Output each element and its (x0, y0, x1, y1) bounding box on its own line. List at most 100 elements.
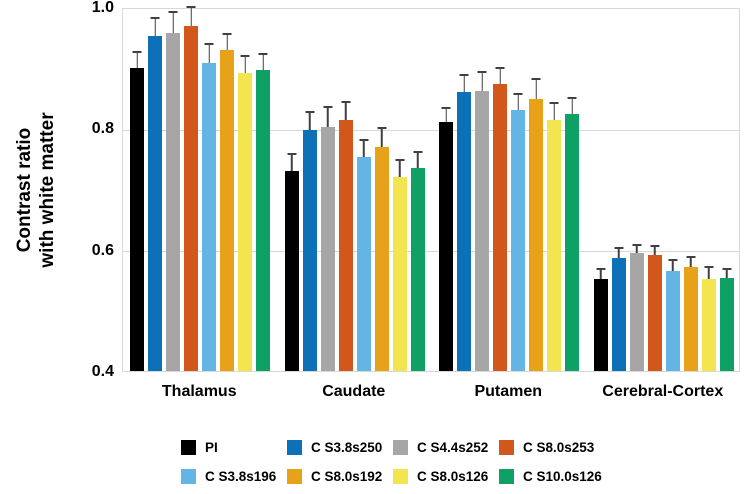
bar-CS8.0s126-cerebral-cortex (701, 266, 716, 371)
error-bar-cap (704, 266, 714, 269)
error-bar (132, 51, 142, 68)
bar-CS8.0s192-caudate (374, 126, 389, 371)
bar-CS3.8s250-putamen (457, 74, 472, 371)
bar-CS8.0s126-putamen (547, 102, 562, 371)
error-bar-stem (154, 16, 156, 37)
error-bar (305, 111, 315, 131)
bar-CS8.0s253-putamen (493, 67, 508, 371)
gridline-0.6 (123, 250, 739, 253)
error-bar (495, 67, 505, 85)
legend-label: C S8.0s126 (417, 468, 489, 484)
error-bar (549, 102, 559, 120)
bar-CS10.0s126-thalamus (256, 53, 271, 371)
bar-CS8.0s253-cerebral-cortex (647, 244, 662, 371)
error-bar-cap (722, 267, 732, 270)
error-bar-cap (668, 259, 678, 262)
error-bar-cap (186, 6, 196, 9)
error-bar-cap (567, 96, 577, 99)
error-bar-stem (399, 159, 401, 177)
error-bar (722, 267, 732, 279)
error-bar-cap (477, 71, 487, 74)
error-bar (459, 74, 469, 92)
error-bar-cap (258, 53, 268, 56)
bar-CS3.8s196-caudate (356, 139, 371, 371)
bar-CS4.4s252-cerebral-cortex (629, 244, 644, 371)
bar-CS3.8s196-thalamus (202, 43, 217, 371)
error-bar (204, 43, 214, 64)
bar-CS8.0s192-cerebral-cortex (683, 256, 698, 371)
bar-CS10.0s126-putamen (565, 96, 580, 371)
error-bar-cap (596, 267, 606, 270)
legend-swatch (393, 468, 408, 484)
bar-CS4.4s252-putamen (475, 71, 490, 371)
error-bar (341, 101, 351, 120)
error-bar-cap (459, 74, 469, 77)
plot-area (122, 6, 742, 372)
x-category-label-thalamus: Thalamus (161, 383, 237, 400)
gridline-0.8 (123, 129, 739, 132)
bar-group-caudate (278, 9, 433, 371)
error-bar-cap (513, 92, 523, 95)
error-bar-cap (531, 78, 541, 80)
error-bar-stem (445, 106, 447, 123)
legend-item-CS3.8s196: C S3.8s196 (181, 468, 287, 484)
error-bar-cap (395, 159, 405, 162)
error-bar-stem (726, 267, 728, 279)
bar-CS10.0s126-cerebral-cortex (719, 267, 734, 371)
x-category-label-caudate: Caudate (322, 383, 386, 400)
legend-label: C S3.8s196 (205, 468, 277, 484)
error-bar-stem (190, 6, 192, 26)
error-bar (222, 32, 232, 51)
error-bar (287, 152, 297, 171)
error-bar-cap (204, 43, 214, 46)
bar-CS3.8s250-cerebral-cortex (611, 246, 626, 371)
bar-CS8.0s192-putamen (529, 78, 544, 371)
error-bar (650, 244, 660, 255)
error-bar-cap (222, 32, 232, 35)
error-bar (258, 53, 268, 71)
bar-PI-thalamus (130, 51, 145, 371)
legend-item-CS10.0s126: C S10.0s126 (499, 468, 605, 484)
error-bar-stem (571, 96, 573, 114)
error-bar-cap (413, 151, 423, 154)
bar-group-thalamus (123, 6, 278, 371)
bar-PI-cerebral-cortex (593, 267, 608, 371)
error-bar-cap (168, 10, 178, 13)
error-bar-stem (654, 244, 656, 255)
error-bar-cap (632, 244, 642, 247)
legend-swatch (499, 468, 514, 484)
error-bar (596, 267, 606, 279)
error-bar (240, 54, 250, 73)
error-bar (668, 259, 678, 271)
legend-item-CS3.8s250: C S3.8s250 (287, 439, 393, 455)
error-bar-stem (244, 54, 246, 73)
bar-CS10.0s126-caudate (410, 151, 425, 371)
error-bar-cap (287, 152, 297, 155)
error-bar-cap (132, 51, 142, 54)
error-bar-stem (381, 126, 383, 147)
legend-label: C S4.4s252 (417, 439, 489, 455)
legend-label: C S3.8s250 (311, 439, 383, 455)
legend-item-CS8.0s192: C S8.0s192 (287, 468, 393, 484)
error-bar (704, 266, 714, 279)
bar-CS3.8s196-cerebral-cortex (665, 259, 680, 371)
error-bar-stem (517, 92, 519, 111)
error-bar-stem (327, 105, 329, 128)
legend: PI C S3.8s250 C S4.4s252 C S8.0s253 C S3.8s1… (181, 439, 605, 484)
bar-group-cerebral-cortex (587, 9, 742, 371)
error-bar-stem (291, 152, 293, 171)
error-bar-cap (305, 111, 315, 114)
y-tick-label-0.8: 0.8 (91, 120, 114, 138)
bar-CS3.8s250-thalamus (148, 16, 163, 371)
bar-PI-caudate (284, 152, 299, 371)
error-bar-stem (672, 259, 674, 271)
bar-CS8.0s192-thalamus (220, 32, 235, 371)
bar-CS8.0s126-thalamus (238, 54, 253, 371)
error-bar-cap (614, 246, 624, 249)
error-bar (632, 244, 642, 254)
error-bar-stem (226, 32, 228, 51)
error-bar (168, 10, 178, 34)
error-bar (395, 159, 405, 177)
error-bar (150, 16, 160, 37)
